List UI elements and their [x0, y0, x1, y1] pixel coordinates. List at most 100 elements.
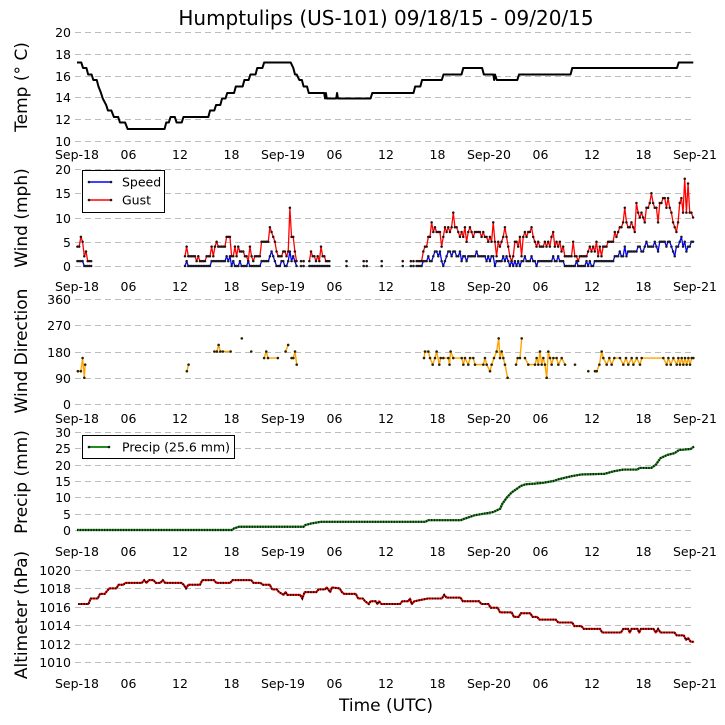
gust-point — [495, 255, 498, 258]
direction-point — [467, 363, 470, 366]
direction-point — [560, 356, 563, 360]
direction-point — [485, 363, 488, 366]
wind-series — [76, 177, 695, 268]
direction-point — [428, 356, 432, 360]
direction-point — [514, 363, 518, 366]
altimeter-series — [78, 578, 695, 643]
speed-point — [655, 245, 658, 248]
direction-point — [462, 363, 465, 366]
gust-point — [576, 259, 580, 263]
direction-point — [217, 343, 220, 347]
gust-point — [81, 240, 84, 243]
gust-point — [631, 225, 635, 229]
temp-y-tick-label: 16 — [55, 69, 71, 84]
temp-line — [77, 61, 694, 131]
wind-x-tick-label: Sep-19 — [261, 279, 305, 294]
gust-point — [422, 250, 425, 253]
altimeter-x-tick-label: 18 — [636, 676, 652, 691]
gust-point — [485, 235, 488, 239]
gust-point — [498, 245, 502, 248]
speed-point — [445, 255, 448, 258]
gust-point — [486, 240, 490, 243]
gust-point — [401, 259, 405, 263]
gust-point — [675, 230, 678, 234]
gust-point — [248, 245, 252, 248]
speed-point — [77, 259, 81, 263]
speed-point — [84, 264, 88, 268]
direction-point — [550, 363, 553, 366]
speed-point — [442, 264, 445, 268]
gust-point — [598, 245, 602, 248]
direction-point — [483, 356, 487, 360]
gust-point — [448, 230, 452, 234]
gust-point — [593, 250, 597, 253]
speed-point — [463, 255, 467, 258]
gust-point — [268, 225, 272, 229]
temp-x-tick-label: 12 — [172, 147, 188, 162]
direction-point — [249, 350, 253, 353]
gust-point — [302, 259, 305, 263]
direction-point — [618, 356, 622, 360]
direction-point — [473, 363, 477, 366]
altimeter-x-ticks: Sep-18 06 12 18 Sep-19 06 12 18 Sep-20 06 12 18 Sep-… — [55, 676, 717, 691]
gust-point — [228, 235, 232, 239]
direction-point — [215, 350, 219, 353]
temp-x-tick-label: 18 — [224, 147, 240, 162]
direction-point — [471, 356, 475, 360]
speed-point — [556, 255, 560, 258]
speed-point — [555, 259, 558, 263]
gust-point — [651, 201, 655, 205]
gust-point — [295, 259, 298, 263]
speed-point — [86, 264, 89, 268]
direction-point — [624, 356, 628, 360]
direction-point — [293, 350, 297, 353]
speed-point — [409, 264, 413, 268]
temp-y-tick-label: 20 — [55, 25, 71, 40]
precip-x-tick-label: 06 — [533, 544, 549, 559]
gust-point — [490, 240, 493, 243]
gust-point — [319, 245, 323, 248]
gust-point — [586, 250, 590, 253]
speed-point — [328, 264, 331, 268]
altimeter-marker-trace — [78, 578, 695, 643]
speed-point — [530, 255, 533, 258]
direction-point — [438, 363, 441, 366]
direction-point — [573, 363, 577, 366]
direction-point — [622, 363, 625, 366]
precip-legend: Precip (25.6 mm) — [82, 435, 235, 459]
speed-point — [635, 250, 638, 253]
gust-point — [299, 259, 303, 263]
direction-point — [422, 356, 426, 360]
direction-point — [262, 356, 266, 360]
speed-point — [290, 259, 293, 263]
gust-point — [470, 230, 473, 234]
speed-point — [457, 255, 460, 258]
gust-point — [420, 259, 423, 263]
gust-point — [500, 240, 503, 243]
gust-point — [440, 245, 443, 248]
gust-point — [452, 211, 455, 214]
gust-point — [511, 255, 515, 258]
gust-point — [183, 255, 187, 258]
x-axis-label: Time (UTC) — [338, 696, 433, 716]
wind-x-tick-label: 18 — [224, 279, 240, 294]
gust-point — [643, 221, 647, 224]
gust-point — [650, 192, 653, 195]
precip-y-tick-label: 15 — [55, 474, 71, 489]
wind-x-tick-label: 12 — [378, 279, 394, 294]
gust-point — [313, 255, 316, 258]
precip-x-tick-label: Sep-21 — [673, 544, 717, 559]
direction-point — [433, 356, 437, 360]
direction-point — [451, 356, 455, 360]
gust-point — [433, 225, 437, 229]
gust-point — [445, 230, 448, 234]
speed-point — [670, 245, 673, 248]
direction-point — [276, 356, 280, 360]
wind-x-tick-label: Sep-18 — [55, 279, 99, 294]
gust-point — [543, 240, 547, 243]
direction-line — [263, 350, 278, 359]
gust-point — [275, 250, 278, 253]
precip-x-tick-label: Sep-18 — [55, 544, 99, 559]
gust-point — [503, 225, 507, 229]
gust-point — [345, 259, 348, 263]
